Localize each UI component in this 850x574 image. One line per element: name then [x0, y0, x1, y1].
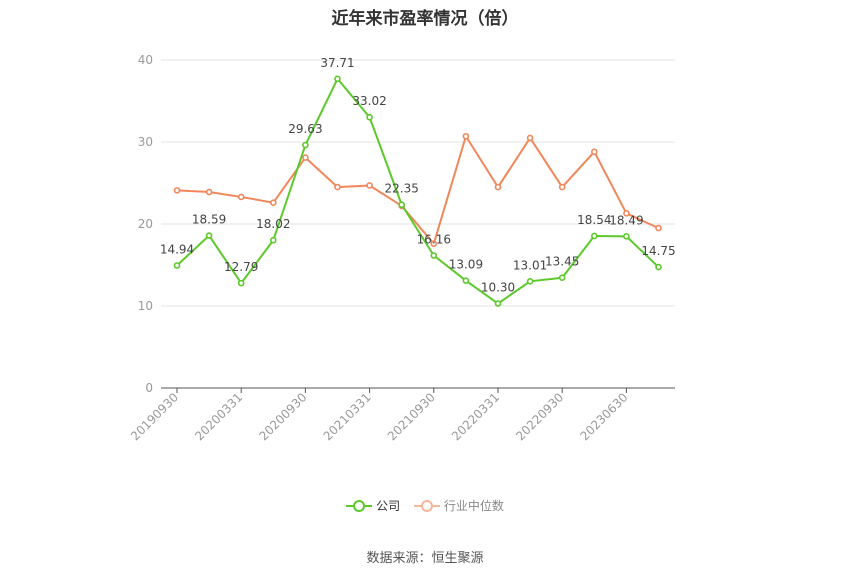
data-point-company — [173, 262, 181, 269]
data-label: 18.02 — [256, 217, 290, 231]
data-label-layer: 14.94 18.59 12.79 18.02 29.63 37.71 33.02 22.35… — [160, 56, 676, 295]
data-label: 13.09 — [449, 258, 483, 272]
data-point-industry-median — [237, 193, 245, 201]
data-label: 22.35 — [385, 182, 419, 196]
data-point-industry-median — [269, 199, 277, 206]
source-note: 数据来源：恒生聚源 — [366, 551, 484, 566]
data-point-company — [205, 232, 213, 239]
data-point-company — [623, 233, 630, 240]
data-point-industry-median — [430, 240, 438, 247]
legend: 公司 行业中位数 — [0, 497, 850, 516]
data-label: 29.63 — [288, 122, 322, 136]
data-label: 14.75 — [641, 244, 675, 258]
x-tick-label: 20220930 — [513, 390, 566, 443]
y-tick-label: 40 — [138, 53, 153, 67]
data-point-industry-median — [655, 224, 662, 232]
data-point-company — [558, 274, 566, 282]
data-point-company — [302, 141, 309, 149]
series-line-company — [176, 77, 660, 305]
data-label: 18.54 — [577, 213, 611, 227]
x-tick-label: 20200930 — [256, 390, 309, 443]
data-label: 10.30 — [481, 281, 515, 295]
data-label: 13.45 — [545, 255, 579, 269]
data-label: 33.02 — [352, 94, 386, 108]
data-point-industry-median — [558, 183, 566, 191]
legend-item-company[interactable]: 公司 — [346, 497, 400, 514]
series-line-industry-median — [176, 135, 659, 245]
y-tick-label: 0 — [145, 381, 153, 395]
legend-swatch-industry-median — [413, 499, 440, 513]
data-label: 16.16 — [417, 232, 451, 246]
x-tick-label: 20210331 — [321, 390, 374, 443]
data-point-industry-median — [526, 134, 534, 142]
data-point-industry-median — [366, 182, 373, 189]
data-point-company — [526, 278, 534, 285]
data-point-company — [430, 252, 438, 259]
data-point-industry-median — [494, 183, 502, 191]
x-tick-label: 20200331 — [192, 390, 245, 443]
data-label: 14.94 — [160, 242, 194, 256]
legend-swatch-company — [346, 499, 373, 513]
data-point-industry-median — [462, 132, 470, 140]
legend-label-company: 公司 — [376, 499, 401, 513]
y-tick-label: 20 — [138, 217, 153, 231]
data-point-company — [590, 232, 598, 240]
data-point-company — [334, 75, 341, 83]
data-point-industry-median — [205, 188, 213, 196]
data-point-industry-median — [173, 187, 181, 194]
data-label: 18.59 — [192, 213, 226, 227]
x-tick-label: 20190930 — [128, 390, 181, 443]
chart-title: 近年来市盈率情况（倍） — [331, 9, 519, 29]
data-point-company — [237, 279, 245, 287]
data-point-industry-median — [623, 210, 630, 217]
data-point-industry-median — [590, 148, 598, 156]
x-tick-label: 20220331 — [449, 390, 502, 443]
series-layer — [173, 75, 662, 307]
data-label: 18.49 — [609, 213, 643, 227]
data-point-company — [398, 201, 406, 209]
data-point-company — [366, 113, 373, 121]
data-point-company — [269, 236, 277, 244]
data-label: 37.71 — [320, 56, 354, 70]
legend-item-industry-median[interactable]: 行业中位数 — [413, 497, 504, 514]
axis-layer: 0 10 20 30 40 20190930 20200331 20200930 2021033… — [128, 53, 675, 443]
data-point-company — [655, 263, 662, 271]
data-label: 13.01 — [513, 258, 547, 272]
data-label: 12.79 — [224, 260, 258, 274]
x-tick-label: 20230630 — [577, 390, 630, 443]
data-point-industry-median — [302, 154, 309, 161]
y-tick-label: 10 — [138, 299, 153, 313]
data-point-company — [494, 300, 502, 307]
data-point-industry-median — [334, 183, 341, 191]
legend-label-industry-median: 行业中位数 — [443, 499, 504, 513]
y-tick-label: 30 — [138, 135, 153, 149]
data-point-company — [462, 277, 470, 284]
x-tick-label: 20210930 — [385, 390, 438, 443]
